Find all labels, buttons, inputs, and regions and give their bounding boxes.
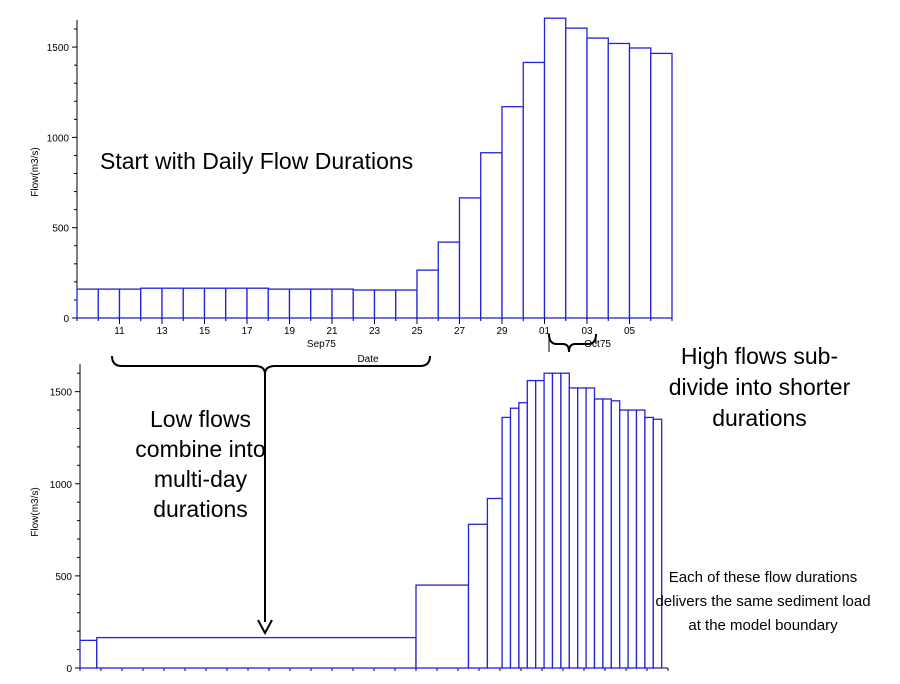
flow-bar (509, 407, 520, 669)
flow-bar (373, 289, 397, 319)
flow-bar (577, 387, 587, 669)
flow-bar (458, 197, 482, 319)
flow-bar (543, 372, 554, 669)
flow-bar (331, 288, 354, 319)
start-daily-annotation: Start with Daily Flow Durations (100, 148, 414, 174)
y-tick-label: 0 (63, 314, 69, 325)
flow-bar (602, 398, 612, 669)
y-tick-label: 500 (52, 224, 69, 235)
bottom-y-axis-title: Flow(m3/s) (30, 487, 41, 536)
flow-bar (522, 61, 546, 319)
flow-bar (437, 241, 461, 319)
x-tick-label: 15 (199, 326, 211, 337)
x-tick-label: 29 (496, 326, 508, 337)
flow-bar (501, 106, 524, 319)
flow-bar (486, 497, 503, 669)
x-tick-label: 11 (114, 326, 125, 337)
x-tick-label: 01 (539, 326, 551, 337)
sediment-load-annotation: Each of these flow durations delivers th… (655, 569, 871, 634)
flow-bar (79, 639, 98, 669)
flow-bar (628, 47, 652, 319)
flow-bar (467, 523, 489, 669)
flow-bar (593, 398, 604, 669)
flow-bar (76, 288, 99, 319)
x-tick-label: 19 (284, 326, 296, 337)
flow-bar (560, 372, 570, 669)
flow-bar (416, 269, 439, 319)
flow-bar (161, 287, 184, 319)
x-tick-label: 17 (241, 326, 253, 337)
flow-bar (585, 387, 596, 669)
high-flows-annotation: High flows sub-divide into shorter durat… (668, 343, 851, 431)
y-tick-label: 1500 (50, 388, 73, 399)
flow-bar (650, 52, 673, 319)
low-flows-annotation: Low flows combine into multi-day duratio… (135, 406, 266, 522)
x-tick-label: 13 (156, 326, 168, 337)
x-month-label: Oct75 (584, 339, 611, 350)
flow-bar (627, 409, 638, 669)
y-tick-label: 1500 (47, 43, 70, 54)
x-tick-label: 27 (454, 326, 466, 337)
flow-bar (352, 289, 376, 319)
flow-bar (480, 152, 503, 319)
flow-bar (246, 287, 269, 319)
flow-bar (607, 42, 631, 319)
flow-bar (518, 402, 528, 669)
flow-bar (203, 287, 227, 319)
top-x-axis-title: Date (357, 354, 379, 365)
flow-bar (415, 584, 470, 669)
flow-bar (652, 418, 663, 669)
flow-bar (619, 409, 629, 669)
flow-bar (551, 372, 562, 669)
flow-bar (140, 287, 163, 319)
low-flow-arrow-head (257, 619, 273, 636)
annotation-braces (111, 333, 597, 636)
flow-bar (310, 288, 333, 319)
x-tick-label: 05 (624, 326, 636, 337)
flow-bar (565, 27, 588, 319)
flow-bar (225, 287, 248, 319)
y-tick-label: 1000 (47, 133, 70, 144)
y-tick-label: 500 (55, 572, 72, 583)
flow-bar (586, 37, 609, 319)
flow-bar (526, 379, 537, 669)
flow-bar (568, 387, 579, 669)
y-tick-label: 1000 (50, 480, 73, 491)
flow-bar (543, 17, 567, 319)
top-y-axis-title: Flow(m3/s) (30, 147, 41, 196)
x-tick-label: 23 (369, 326, 381, 337)
x-tick-label: 21 (326, 326, 338, 337)
flow-bar (267, 288, 291, 319)
y-tick-label: 0 (66, 664, 72, 675)
flow-bar (635, 409, 646, 669)
flow-bar (118, 288, 142, 319)
high-flow-brace (548, 333, 597, 353)
flow-bar (644, 416, 654, 669)
flow-bar (182, 287, 206, 319)
flow-bar (501, 416, 512, 669)
x-tick-label: 25 (411, 326, 423, 337)
low-flow-brace (111, 355, 431, 375)
flow-bar (395, 289, 418, 319)
flow-bar (97, 288, 121, 319)
x-tick-label: 03 (581, 326, 593, 337)
flow-bar (535, 379, 545, 669)
flow-bar (96, 636, 417, 669)
bottom-duration-chart: Flow(m3/s) 0 500 1000 1500 (30, 364, 669, 675)
flow-bar (610, 400, 621, 669)
top-daily-flow-chart: Flow(m3/s) Date 0 500 1000 1500 11 13 15 17 19 21… (30, 17, 673, 365)
flow-bar (288, 288, 312, 319)
x-month-label: Sep75 (307, 339, 336, 350)
